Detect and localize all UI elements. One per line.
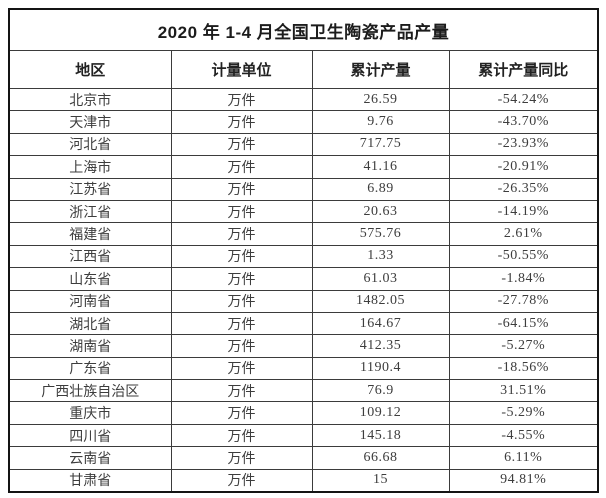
output-cell: 9.76	[311, 110, 450, 134]
unit-cell: 万件	[170, 155, 313, 179]
region-cell: 江苏省	[8, 177, 172, 201]
table-title: 2020 年 1-4 月全国卫生陶瓷产品产量	[8, 8, 599, 51]
unit-cell: 万件	[170, 446, 313, 470]
region-cell: 广西壮族自治区	[8, 379, 172, 403]
output-cell: 41.16	[311, 155, 450, 179]
table-row: 福建省 万件 575.76 2.61%	[8, 222, 599, 246]
region-cell: 四川省	[8, 423, 172, 448]
output-cell: 61.03	[311, 267, 450, 291]
output-cell: 1.33	[311, 244, 450, 269]
table-row: 甘肃省 万件 15 94.81%	[8, 468, 599, 493]
output-cell: 164.67	[311, 311, 450, 336]
table-row: 河北省 万件 717.75 -23.93%	[8, 132, 599, 157]
yoy-cell: -5.29%	[448, 401, 599, 425]
yoy-cell: 6.11%	[448, 446, 599, 470]
table-row: 北京市 万件 26.59 -54.24%	[8, 87, 599, 112]
table-row: 浙江省 万件 20.63 -14.19%	[8, 199, 599, 224]
table-row: 四川省 万件 145.18 -4.55%	[8, 423, 599, 448]
table-row: 河南省 万件 1482.05 -27.78%	[8, 289, 599, 313]
region-cell: 广东省	[8, 356, 172, 381]
table-row: 江苏省 万件 6.89 -26.35%	[8, 177, 599, 201]
yoy-cell: -20.91%	[448, 155, 599, 179]
region-cell: 江西省	[8, 244, 172, 269]
column-header-3: 累计产量同比	[448, 50, 599, 89]
table-row: 上海市 万件 41.16 -20.91%	[8, 155, 599, 179]
region-cell: 云南省	[8, 446, 172, 470]
table-row: 湖南省 万件 412.35 -5.27%	[8, 334, 599, 358]
table-row: 山东省 万件 61.03 -1.84%	[8, 267, 599, 291]
column-header-1: 计量单位	[170, 50, 313, 89]
yoy-cell: 94.81%	[448, 468, 599, 493]
table-row: 江西省 万件 1.33 -50.55%	[8, 244, 599, 269]
yoy-cell: -18.56%	[448, 356, 599, 381]
unit-cell: 万件	[170, 379, 313, 403]
region-cell: 湖南省	[8, 334, 172, 358]
unit-cell: 万件	[170, 132, 313, 157]
unit-cell: 万件	[170, 468, 313, 493]
unit-cell: 万件	[170, 177, 313, 201]
region-cell: 北京市	[8, 87, 172, 112]
table-row: 湖北省 万件 164.67 -64.15%	[8, 311, 599, 336]
column-header-0: 地区	[8, 50, 172, 89]
yoy-cell: -54.24%	[448, 87, 599, 112]
output-cell: 76.9	[311, 379, 450, 403]
region-cell: 河南省	[8, 289, 172, 313]
yoy-cell: -26.35%	[448, 177, 599, 201]
region-cell: 甘肃省	[8, 468, 172, 493]
table-row: 重庆市 万件 109.12 -5.29%	[8, 401, 599, 425]
yoy-cell: -27.78%	[448, 289, 599, 313]
output-cell: 26.59	[311, 87, 450, 112]
unit-cell: 万件	[170, 199, 313, 224]
yoy-cell: -5.27%	[448, 334, 599, 358]
table-title-row: 2020 年 1-4 月全国卫生陶瓷产品产量	[8, 8, 599, 51]
output-cell: 66.68	[311, 446, 450, 470]
output-cell: 412.35	[311, 334, 450, 358]
unit-cell: 万件	[170, 423, 313, 448]
table-row: 广东省 万件 1190.4 -18.56%	[8, 356, 599, 381]
output-cell: 1190.4	[311, 356, 450, 381]
yoy-cell: -43.70%	[448, 110, 599, 134]
region-cell: 浙江省	[8, 199, 172, 224]
production-table: 2020 年 1-4 月全国卫生陶瓷产品产量 地区 计量单位 累计产量 累计产量同比 …	[8, 8, 599, 494]
yoy-cell: -1.84%	[448, 267, 599, 291]
yoy-cell: 2.61%	[448, 222, 599, 246]
unit-cell: 万件	[170, 267, 313, 291]
unit-cell: 万件	[170, 356, 313, 381]
table-row: 广西壮族自治区 万件 76.9 31.51%	[8, 379, 599, 403]
unit-cell: 万件	[170, 244, 313, 269]
unit-cell: 万件	[170, 334, 313, 358]
region-cell: 福建省	[8, 222, 172, 246]
output-cell: 15	[311, 468, 450, 493]
output-cell: 6.89	[311, 177, 450, 201]
unit-cell: 万件	[170, 289, 313, 313]
output-cell: 1482.05	[311, 289, 450, 313]
table-row: 云南省 万件 66.68 6.11%	[8, 446, 599, 470]
output-cell: 20.63	[311, 199, 450, 224]
output-cell: 145.18	[311, 423, 450, 448]
region-cell: 上海市	[8, 155, 172, 179]
region-cell: 山东省	[8, 267, 172, 291]
table-header-row: 地区 计量单位 累计产量 累计产量同比	[8, 50, 599, 89]
column-header-2: 累计产量	[311, 50, 450, 89]
yoy-cell: -14.19%	[448, 199, 599, 224]
region-cell: 河北省	[8, 132, 172, 157]
unit-cell: 万件	[170, 311, 313, 336]
table-row: 天津市 万件 9.76 -43.70%	[8, 110, 599, 134]
region-cell: 天津市	[8, 110, 172, 134]
region-cell: 重庆市	[8, 401, 172, 425]
unit-cell: 万件	[170, 401, 313, 425]
output-cell: 717.75	[311, 132, 450, 157]
yoy-cell: -23.93%	[448, 132, 599, 157]
unit-cell: 万件	[170, 87, 313, 112]
yoy-cell: 31.51%	[448, 379, 599, 403]
yoy-cell: -4.55%	[448, 423, 599, 448]
unit-cell: 万件	[170, 222, 313, 246]
unit-cell: 万件	[170, 110, 313, 134]
region-cell: 湖北省	[8, 311, 172, 336]
yoy-cell: -64.15%	[448, 311, 599, 336]
output-cell: 109.12	[311, 401, 450, 425]
yoy-cell: -50.55%	[448, 244, 599, 269]
output-cell: 575.76	[311, 222, 450, 246]
